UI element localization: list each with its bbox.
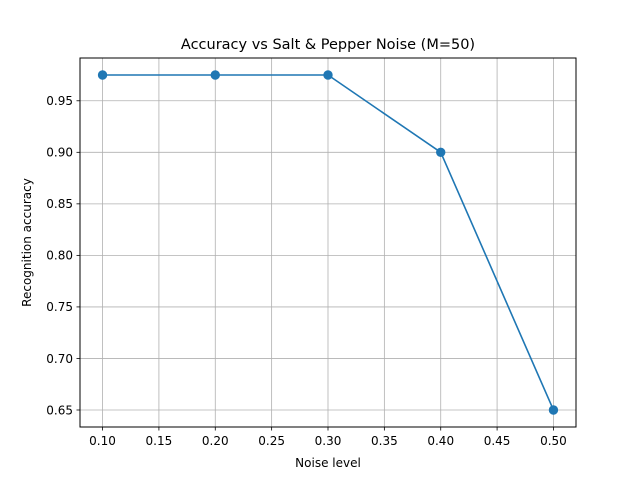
series-layer [97, 70, 559, 415]
x-tick-label: 0.35 [371, 434, 398, 448]
data-point [97, 70, 108, 80]
y-tick-label: 0.70 [46, 352, 73, 366]
x-tick-label: 0.10 [89, 434, 116, 448]
data-point [323, 70, 333, 80]
x-tick-label: 0.20 [202, 434, 229, 448]
y-tick-label: 0.90 [46, 146, 73, 160]
x-tick-label: 0.15 [146, 434, 173, 448]
y-tick-label: 0.95 [46, 94, 73, 108]
ticks: 0.10 0.15 0.20 0.25 0.30 0.35 0.40 0.45 0.50 0.65… [46, 94, 567, 448]
y-tick-label: 0.85 [46, 197, 73, 211]
y-tick-label: 0.80 [46, 249, 73, 263]
y-tick-label: 0.65 [46, 403, 73, 417]
x-tick-label: 0.50 [540, 434, 567, 448]
y-axis-label: Recognition accuracy [20, 178, 34, 307]
data-point [436, 147, 446, 158]
data-point [210, 70, 220, 80]
y-tick-label: 0.75 [46, 300, 73, 314]
x-axis-label: Noise level [295, 456, 361, 470]
chart-title: Accuracy vs Salt & Pepper Noise (M=50) [181, 37, 475, 53]
data-point [548, 405, 559, 415]
x-tick-label: 0.40 [427, 434, 454, 448]
x-tick-label: 0.25 [258, 434, 285, 448]
x-tick-label: 0.30 [315, 434, 342, 448]
x-tick-label: 0.45 [484, 434, 511, 448]
grid [80, 58, 576, 427]
